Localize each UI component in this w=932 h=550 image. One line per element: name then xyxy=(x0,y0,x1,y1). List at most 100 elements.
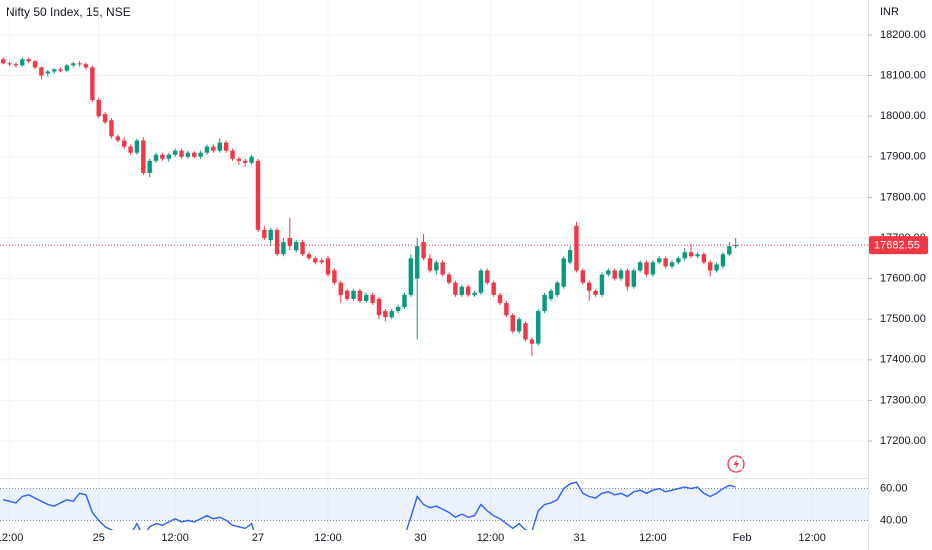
candle-body xyxy=(122,140,127,147)
x-tick-label: 12:00 xyxy=(477,532,505,544)
candle-body xyxy=(637,262,643,271)
candle-body xyxy=(478,270,484,293)
candle-body xyxy=(204,146,210,153)
x-tick-label: 12:00 xyxy=(161,532,189,544)
candle-body xyxy=(332,270,337,283)
candle-body xyxy=(71,63,76,66)
candle-body xyxy=(77,63,82,65)
candle-body xyxy=(682,252,687,259)
candle-body xyxy=(192,152,197,157)
last-price-label: 17682.55 xyxy=(874,239,920,251)
x-tick-label: 25 xyxy=(93,532,105,544)
candle-body xyxy=(523,323,528,340)
candle-body xyxy=(631,270,636,287)
candle-body xyxy=(434,262,439,271)
candle-body xyxy=(166,154,171,159)
candle-body xyxy=(364,294,369,301)
candle-body xyxy=(586,282,592,291)
candle-body xyxy=(26,59,31,62)
candle-body xyxy=(389,311,394,318)
candle-body xyxy=(274,229,280,255)
candle-body xyxy=(45,71,50,74)
x-tick-label: 12:00 xyxy=(798,532,826,544)
candle-body xyxy=(134,140,140,153)
candle-body xyxy=(676,258,681,263)
candle-body xyxy=(319,260,324,263)
rsi-line xyxy=(3,481,736,530)
candle-body xyxy=(0,59,6,64)
candle-body xyxy=(7,63,12,65)
candle-body xyxy=(657,258,662,263)
candle-body xyxy=(574,225,579,271)
candle-body xyxy=(427,258,433,271)
y-tick-label: 18200.00 xyxy=(880,29,926,41)
candle-body xyxy=(370,294,375,303)
candle-body xyxy=(287,237,293,247)
candle-body xyxy=(720,254,726,267)
y-tick-label: 17200.00 xyxy=(880,435,926,447)
candle-body xyxy=(459,286,465,295)
x-tick-label: 30 xyxy=(414,532,426,544)
candle-body xyxy=(313,258,318,263)
candle-body xyxy=(325,258,331,275)
candle-body xyxy=(13,64,19,66)
candle-body xyxy=(96,99,101,117)
candle-body xyxy=(618,270,624,279)
candle-body xyxy=(446,274,452,283)
candle-body xyxy=(606,270,611,275)
candle-body xyxy=(217,142,222,151)
candle-body xyxy=(102,114,108,123)
candle-body xyxy=(300,242,305,255)
candle-body xyxy=(255,160,261,230)
x-tick-label: 31 xyxy=(574,532,586,544)
candle-body xyxy=(147,160,152,174)
candle-body xyxy=(542,294,547,312)
alert-icon[interactable] xyxy=(727,455,745,473)
candle-body xyxy=(708,262,713,271)
candle-body xyxy=(293,242,299,251)
candle-body xyxy=(561,258,566,287)
candle-body xyxy=(160,154,165,159)
candle-body xyxy=(497,294,503,303)
candle-body xyxy=(465,286,471,295)
candle-body xyxy=(128,146,133,153)
candle-body xyxy=(625,270,630,287)
candle-body xyxy=(472,292,477,295)
candle-body xyxy=(485,270,490,283)
candle-body xyxy=(357,290,363,301)
candle-body xyxy=(383,311,388,318)
candle-body xyxy=(593,290,598,295)
rsi-tick-label: 60.00 xyxy=(880,482,908,494)
candle-body xyxy=(580,270,586,283)
y-tick-label: 17600.00 xyxy=(880,273,926,285)
candle-body xyxy=(650,262,656,275)
rsi-band xyxy=(0,488,868,521)
y-tick-label: 17900.00 xyxy=(880,151,926,163)
y-tick-label: 17400.00 xyxy=(880,354,926,366)
candle-body xyxy=(440,262,445,275)
candle-body xyxy=(83,64,89,68)
candle-body xyxy=(249,156,254,163)
candle-body xyxy=(415,246,420,279)
candle-body xyxy=(688,252,694,257)
candle-body xyxy=(376,298,382,316)
rsi-tick-label: 40.00 xyxy=(880,514,908,526)
candle-body xyxy=(555,282,560,295)
candle-body xyxy=(402,294,407,308)
candle-body xyxy=(344,290,350,299)
candle-body xyxy=(306,254,312,259)
candle-body xyxy=(536,311,541,344)
candle-body xyxy=(516,319,522,332)
candle-body xyxy=(172,150,178,155)
candle-body xyxy=(223,142,229,151)
x-tick-label: 12:00 xyxy=(0,532,23,544)
y-tick-label: 18000.00 xyxy=(880,110,926,122)
candle-body xyxy=(351,290,356,299)
x-tick-label: 12:00 xyxy=(639,532,667,544)
candle-body xyxy=(141,140,146,174)
candle-body xyxy=(548,290,554,299)
y-tick-label: 17500.00 xyxy=(880,313,926,325)
candle-body xyxy=(153,154,159,161)
